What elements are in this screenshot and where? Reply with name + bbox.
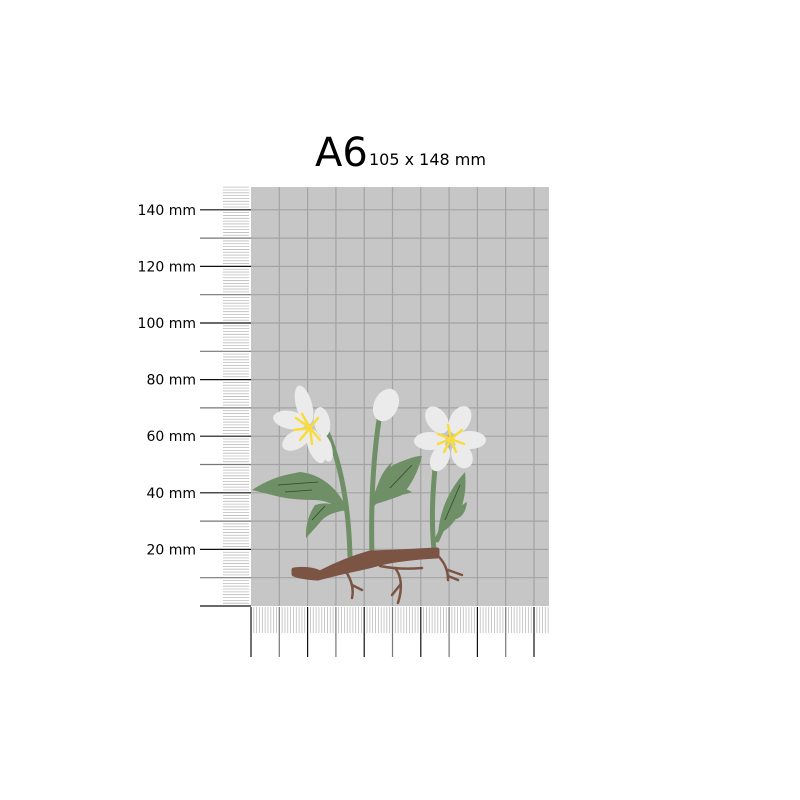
flower-right-stamens xyxy=(436,423,466,454)
ruler-label: 20 mm xyxy=(146,542,196,558)
leaf-veins xyxy=(277,464,461,521)
rulers xyxy=(200,186,549,657)
ruler-label: 60 mm xyxy=(146,429,196,445)
flower-bud xyxy=(372,388,400,422)
ruler-label: 40 mm xyxy=(146,486,196,502)
plant-illustration xyxy=(252,385,486,605)
ruler-label: 140 mm xyxy=(138,203,196,219)
ruler-label: 120 mm xyxy=(138,259,196,275)
format-dimensions: 105 x 148 mm xyxy=(369,150,486,169)
format-title: A6 xyxy=(315,130,368,176)
ruler-label: 100 mm xyxy=(138,316,196,332)
flower-left-stamens xyxy=(292,412,322,446)
ruler-label: 80 mm xyxy=(146,373,196,389)
ruler-labels: 140 mm 120 mm 100 mm 80 mm 60 mm 40 mm 2… xyxy=(138,203,196,559)
rhizome xyxy=(291,547,464,605)
flower-right xyxy=(414,406,486,472)
